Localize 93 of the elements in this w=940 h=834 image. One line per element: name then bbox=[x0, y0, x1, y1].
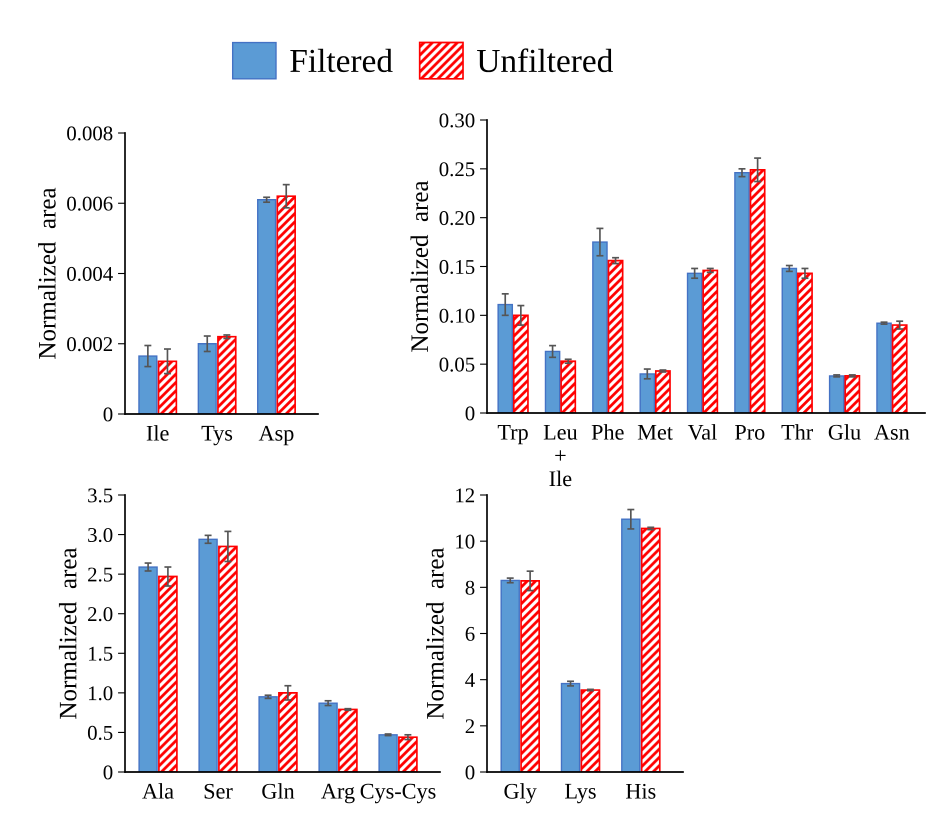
bar bbox=[640, 528, 661, 772]
y-tick-label: 2 bbox=[466, 719, 474, 734]
bar bbox=[654, 370, 671, 413]
bar bbox=[217, 336, 237, 414]
y-axis-title: Normalized area bbox=[58, 548, 77, 719]
y-tick-label: 0.30 bbox=[440, 113, 474, 128]
y-tick-label: 3.0 bbox=[88, 528, 112, 542]
bar bbox=[608, 260, 624, 413]
bar bbox=[138, 355, 158, 414]
bar bbox=[398, 736, 418, 772]
y-tick-label: 4 bbox=[465, 673, 475, 687]
x-tick-label: Ser bbox=[204, 784, 233, 799]
bar bbox=[198, 343, 217, 414]
x-tick-label: His bbox=[626, 784, 656, 799]
y-tick-label: 0.008 bbox=[67, 126, 112, 141]
bar bbox=[621, 518, 641, 772]
y-axis-title: Normalized area bbox=[38, 188, 56, 359]
bar bbox=[158, 576, 178, 772]
bar bbox=[318, 702, 338, 772]
x-tick-label: Pro bbox=[735, 424, 764, 440]
bar bbox=[512, 314, 529, 413]
x-tick-label: Lys bbox=[565, 784, 596, 804]
x-tick-label: Leu + Ile bbox=[544, 424, 578, 486]
bar bbox=[378, 734, 398, 772]
y-tick-label: 0 bbox=[104, 407, 112, 422]
x-tick-label: Thr bbox=[782, 424, 813, 440]
bar bbox=[797, 272, 813, 413]
y-axis-title: Normalized area bbox=[410, 180, 428, 352]
bar bbox=[592, 241, 608, 413]
y-tick-label: 0.5 bbox=[88, 726, 112, 740]
bar bbox=[497, 304, 514, 413]
y-tick-label: 0.004 bbox=[67, 266, 113, 282]
x-tick-label: Ala bbox=[142, 783, 174, 799]
bar bbox=[544, 350, 560, 413]
x-tick-label: Asp bbox=[258, 426, 294, 446]
x-tick-label: Met bbox=[638, 424, 673, 440]
x-tick-label: Glu bbox=[828, 424, 861, 440]
bar bbox=[138, 566, 158, 772]
x-tick-label: Trp bbox=[498, 424, 528, 444]
y-tick-label: 0 bbox=[466, 765, 474, 780]
y-tick-label: 0.002 bbox=[67, 337, 112, 352]
bar bbox=[218, 546, 238, 772]
x-tick-label: Asn bbox=[874, 424, 910, 440]
bar bbox=[257, 199, 276, 414]
y-tick-label: 8 bbox=[466, 580, 474, 595]
y-tick-label: 0.10 bbox=[440, 308, 474, 323]
bar bbox=[639, 373, 656, 413]
bar bbox=[782, 268, 798, 413]
y-tick-label: 0 bbox=[466, 406, 474, 420]
y-tick-label: 0.006 bbox=[67, 196, 113, 211]
x-tick-label: Val bbox=[688, 424, 717, 440]
legend-label: Filtered bbox=[290, 48, 393, 72]
bar bbox=[198, 538, 218, 772]
x-tick-label: Gln bbox=[262, 783, 294, 799]
y-tick-label: 1.0 bbox=[88, 686, 112, 700]
bar bbox=[750, 168, 766, 413]
x-tick-label: Arg bbox=[321, 784, 355, 804]
y-tick-label: 0.15 bbox=[440, 260, 474, 274]
bar bbox=[560, 682, 580, 772]
legend-label: Unfiltered bbox=[477, 48, 613, 72]
bar bbox=[258, 696, 278, 772]
x-tick-label: Cys-Cys bbox=[360, 784, 436, 804]
bar bbox=[520, 580, 540, 772]
bar bbox=[338, 708, 358, 772]
bar bbox=[828, 375, 844, 413]
y-tick-label: 0.25 bbox=[440, 162, 474, 176]
y-tick-label: 2.5 bbox=[88, 568, 112, 582]
y-tick-label: 2.0 bbox=[88, 607, 112, 622]
bar bbox=[278, 692, 298, 772]
y-tick-label: 10 bbox=[456, 534, 474, 549]
bar bbox=[686, 272, 702, 413]
bar bbox=[580, 689, 600, 772]
bar bbox=[734, 172, 750, 413]
y-tick-label: 12 bbox=[456, 488, 474, 502]
x-tick-label: Gly bbox=[504, 783, 537, 804]
bar bbox=[702, 270, 718, 413]
y-tick-label: 0.20 bbox=[440, 211, 474, 226]
x-tick-label: Phe bbox=[592, 424, 624, 440]
bar bbox=[560, 360, 576, 413]
bar bbox=[158, 360, 178, 414]
y-tick-label: 0 bbox=[104, 765, 112, 780]
y-tick-label: 3.5 bbox=[88, 488, 112, 503]
bar bbox=[276, 195, 296, 414]
bar bbox=[844, 375, 860, 413]
y-tick-label: 0.05 bbox=[440, 358, 474, 372]
bar bbox=[500, 580, 520, 772]
x-tick-label: Tys bbox=[202, 426, 232, 446]
y-tick-label: 1.5 bbox=[88, 646, 112, 661]
y-tick-label: 6 bbox=[466, 626, 475, 641]
bar bbox=[892, 324, 908, 413]
bar bbox=[876, 322, 892, 413]
x-tick-label: Ile bbox=[146, 425, 169, 441]
y-axis-title: Normalized area bbox=[426, 548, 444, 719]
